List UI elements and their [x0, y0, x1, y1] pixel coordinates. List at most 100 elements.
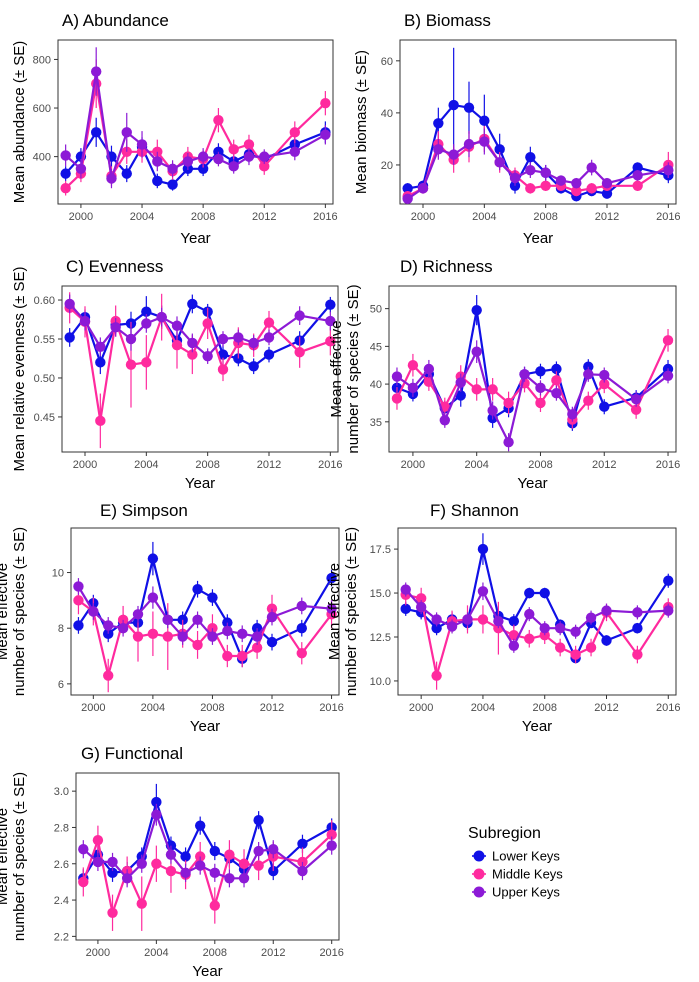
- series-middle-keys: [391, 329, 674, 429]
- data-point: [263, 332, 275, 343]
- data-point: [147, 592, 159, 603]
- x-axis-label: Year: [185, 475, 215, 492]
- y-tick-label: 8: [58, 623, 64, 635]
- y-axis-label-line: Mean biomass (± SE): [353, 50, 370, 194]
- data-point: [209, 867, 221, 879]
- panel-title: B) Biomass: [404, 11, 491, 30]
- data-point: [213, 153, 224, 165]
- data-point: [487, 384, 498, 395]
- x-tick-label: 2000: [73, 459, 97, 471]
- x-axis-label: Year: [180, 230, 210, 247]
- data-point: [402, 183, 413, 194]
- data-point: [525, 151, 536, 163]
- data-point: [296, 623, 307, 634]
- data-point: [585, 612, 597, 623]
- y-tick-label: 3.0: [54, 786, 69, 798]
- panel-d: D) Richness 2000 2004 2008 2012 2016 35 40 45 50 Y…: [328, 257, 680, 492]
- data-point: [192, 584, 203, 595]
- data-point: [266, 611, 278, 623]
- y-axis-label: Mean relative evenness (± SE): [11, 267, 28, 472]
- data-point: [92, 856, 104, 868]
- x-tick-label: 2012: [595, 211, 619, 223]
- data-point: [431, 670, 442, 681]
- data-point: [73, 581, 84, 592]
- data-point: [263, 349, 275, 360]
- panel-title: A) Abundance: [62, 11, 169, 30]
- data-point: [180, 851, 191, 862]
- data-point: [125, 359, 137, 370]
- data-point: [632, 180, 643, 191]
- data-point: [224, 849, 235, 860]
- y-tick-label: 800: [33, 54, 51, 66]
- x-tick-label: 2000: [401, 459, 425, 471]
- series-line: [68, 306, 331, 422]
- data-point: [503, 436, 514, 448]
- data-point: [171, 320, 183, 331]
- data-point: [165, 865, 177, 877]
- data-point: [289, 146, 301, 157]
- series-line: [68, 302, 332, 368]
- y-axis-label-line: number of species (± SE): [345, 284, 362, 453]
- legend-title: Subregion: [468, 825, 541, 842]
- data-point: [228, 161, 239, 172]
- data-point: [162, 631, 173, 642]
- data-point: [90, 66, 102, 77]
- data-point: [630, 393, 642, 405]
- y-tick-label: 0.50: [34, 373, 55, 385]
- data-point: [95, 357, 106, 368]
- y-tick-label: 12.5: [370, 632, 391, 644]
- x-tick-label: 2004: [134, 459, 158, 471]
- x-tick-label: 2008: [532, 702, 556, 714]
- y-tick-label: 10: [52, 568, 64, 580]
- legend-key-dot: [473, 868, 485, 880]
- series-line: [77, 585, 332, 638]
- data-point: [294, 310, 305, 321]
- series-lower-keys: [400, 533, 674, 664]
- data-point: [455, 390, 466, 401]
- y-tick-label: 2.2: [54, 931, 69, 943]
- y-axis-label-line: Mean effective: [328, 320, 345, 417]
- data-point: [320, 129, 331, 140]
- data-point: [297, 865, 308, 877]
- data-point: [228, 144, 239, 155]
- data-point: [238, 873, 250, 884]
- data-point: [493, 615, 504, 627]
- plot-frame: [388, 285, 677, 453]
- data-point: [477, 586, 489, 597]
- data-point: [535, 366, 546, 377]
- data-point: [162, 614, 173, 626]
- data-point: [583, 361, 594, 372]
- data-point: [121, 873, 133, 884]
- data-point: [325, 315, 336, 327]
- data-point: [571, 177, 582, 189]
- data-point: [147, 628, 159, 639]
- y-tick-label: 0.45: [34, 412, 55, 424]
- data-point: [599, 369, 610, 381]
- data-point: [487, 405, 498, 416]
- data-point: [632, 162, 643, 173]
- data-point: [662, 370, 674, 381]
- x-axis-label: Year: [190, 718, 220, 735]
- x-tick-label: 2012: [257, 459, 281, 471]
- x-tick-label: 2000: [69, 211, 93, 223]
- data-point: [417, 183, 429, 194]
- series-line: [82, 800, 333, 879]
- data-point: [60, 183, 71, 194]
- data-point: [463, 138, 475, 150]
- data-point: [253, 845, 264, 857]
- data-point: [73, 620, 84, 631]
- data-point: [177, 631, 188, 642]
- data-point: [103, 670, 114, 681]
- data-point: [540, 180, 551, 191]
- x-tick-label: 2016: [319, 947, 343, 959]
- series-line: [82, 813, 333, 880]
- series-line: [77, 557, 333, 660]
- data-point: [508, 615, 520, 627]
- data-point: [107, 867, 118, 879]
- data-point: [243, 139, 255, 150]
- data-point: [415, 593, 427, 604]
- data-point: [551, 375, 562, 386]
- panel-title: D) Richness: [400, 257, 493, 276]
- series-line: [396, 309, 669, 425]
- data-point: [251, 631, 263, 642]
